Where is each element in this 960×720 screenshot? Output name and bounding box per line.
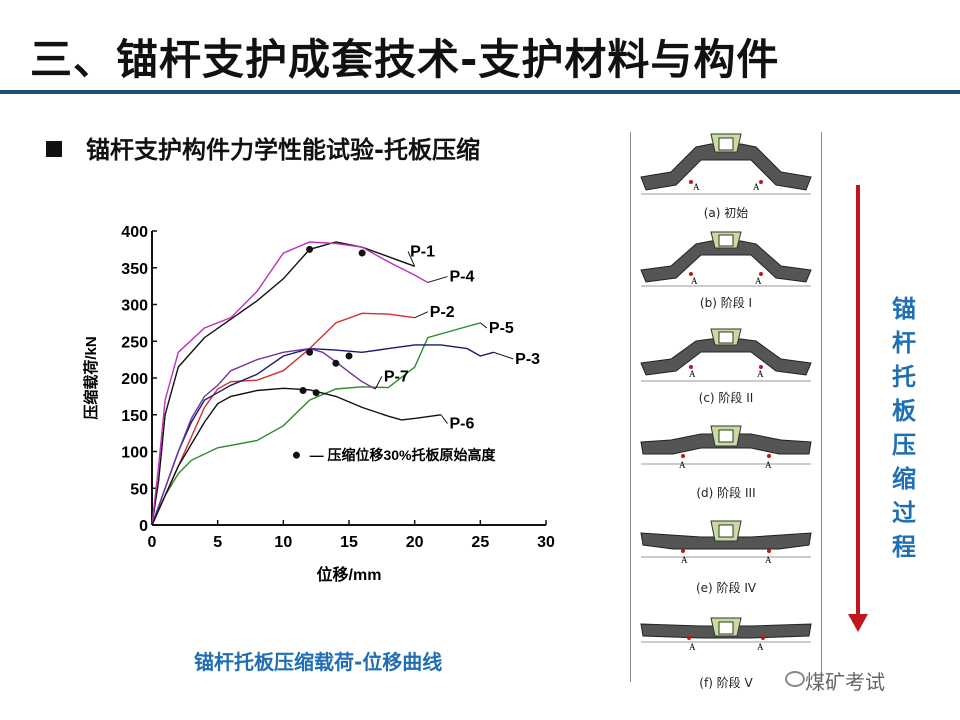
stage-b: A A (b) 阶段 I <box>631 222 821 312</box>
arrow-down-icon <box>848 614 868 632</box>
y-tick-label: 200 <box>121 371 148 388</box>
wechat-icon <box>785 671 805 687</box>
y-tick-label: 400 <box>121 224 148 241</box>
point-a-label: A <box>689 642 696 652</box>
stage-label: (e) 阶段 IV <box>695 581 757 595</box>
series-line-p-5 <box>151 322 481 526</box>
watermark: 煤矿考试 <box>805 670 885 694</box>
point-a-label: A <box>753 182 760 192</box>
point-a-label: A <box>765 555 772 565</box>
stage-d: A A (d) 阶段 III <box>631 412 821 502</box>
load-displacement-chart: 0 5 10 15 20 25 30050100150200250300350400位移/m… <box>82 224 555 584</box>
x-tick-label: 30 <box>537 534 555 551</box>
series-line-p-3 <box>151 344 494 526</box>
marker-point <box>306 245 314 253</box>
stage-label: (b) 阶段 I <box>699 296 753 310</box>
stage-label: (a) 初始 <box>703 206 749 220</box>
process-arrow <box>856 185 860 620</box>
series-line-p-7 <box>151 347 376 526</box>
y-tick-label: 150 <box>121 408 148 425</box>
x-tick-label: 25 <box>471 534 489 551</box>
plate-diagram-icon: A A <box>640 425 812 470</box>
series-line-p-6 <box>151 387 441 526</box>
point-a-label: A <box>757 642 764 652</box>
y-tick-label: 0 <box>139 518 148 535</box>
x-axis-label: 位移/mm <box>317 565 382 584</box>
series-label: P-2 <box>430 304 455 321</box>
series-label: P-4 <box>450 269 475 286</box>
marker-point <box>332 359 340 367</box>
stage-a: A A (a) 初始 <box>631 132 821 222</box>
bullet-square-icon <box>46 141 62 157</box>
plate-diagram-icon: A A <box>640 520 812 565</box>
series-label: P-5 <box>489 320 514 337</box>
series-leader-line <box>480 322 488 329</box>
plate-diagram-icon: A A <box>640 231 812 287</box>
point-a-label: A <box>689 369 696 379</box>
y-tick-label: 300 <box>121 298 148 315</box>
y-tick-label: 50 <box>130 481 148 498</box>
stage-e: A A (e) 阶段 IV <box>631 507 821 597</box>
point-a-label: A <box>693 182 700 192</box>
marker-point <box>345 352 353 360</box>
series-leader-line <box>407 251 416 267</box>
marker-point <box>312 389 320 397</box>
series-leader-line <box>493 351 514 360</box>
point-a-label: A <box>757 369 764 379</box>
plate-diagram-icon: A A <box>640 617 812 652</box>
marker-point <box>292 451 300 459</box>
stage-f: A A (f) 阶段 V <box>631 602 821 692</box>
series-leader-line <box>427 276 448 283</box>
series-leader-line <box>440 414 448 424</box>
plate-diagram-icon: A A <box>640 328 812 382</box>
x-tick-label: 10 <box>274 534 292 551</box>
y-tick-label: 350 <box>121 261 148 278</box>
process-label: 锚杆托板压缩过程 <box>892 295 916 561</box>
section-subtitle: 锚杆支护构件力学性能试验-托板压缩 <box>86 136 480 164</box>
x-tick-label: 15 <box>340 534 358 551</box>
series-leader-line <box>374 376 383 390</box>
series-label: P-6 <box>450 416 475 433</box>
point-a-label: A <box>765 460 772 470</box>
series-label: P-3 <box>515 351 540 368</box>
x-tick-label: 5 <box>213 534 222 551</box>
chart-caption: 锚杆托板压缩载荷-位移曲线 <box>194 650 443 674</box>
y-tick-label: 250 <box>121 334 148 351</box>
point-a-label: A <box>679 460 686 470</box>
marker-point <box>306 348 314 356</box>
marker-point <box>299 386 307 394</box>
stage-label: (f) 阶段 V <box>699 676 753 690</box>
x-tick-label: 0 <box>148 534 157 551</box>
point-a-label: A <box>691 276 698 286</box>
point-a-label: A <box>681 555 688 565</box>
stage-figure-panel: A A (a) 初始 A A (b) 阶段 I A A (c) 阶段 II <box>630 132 822 690</box>
stage-label: (c) 阶段 II <box>698 391 754 405</box>
stage-c: A A (c) 阶段 II <box>631 317 821 407</box>
stage-label: (d) 阶段 III <box>696 486 756 500</box>
series-leader-line <box>414 311 429 319</box>
title-divider <box>0 90 960 94</box>
plate-diagram-icon: A A <box>640 133 812 195</box>
series-label: P-1 <box>410 244 435 261</box>
series-line-p-1 <box>151 241 415 526</box>
y-axis-label: 压缩载荷/kN <box>82 336 100 419</box>
series-label: P-7 <box>384 369 409 386</box>
chart-annotation: — 压缩位移30%托板原始高度 <box>310 447 497 463</box>
page-title: 三、锚杆支护成套技术-支护材料与构件 <box>30 35 780 84</box>
point-a-label: A <box>755 276 762 286</box>
x-tick-label: 20 <box>406 534 424 551</box>
marker-point <box>358 249 366 257</box>
series-line-p-4 <box>151 241 429 526</box>
y-tick-label: 100 <box>121 445 148 462</box>
